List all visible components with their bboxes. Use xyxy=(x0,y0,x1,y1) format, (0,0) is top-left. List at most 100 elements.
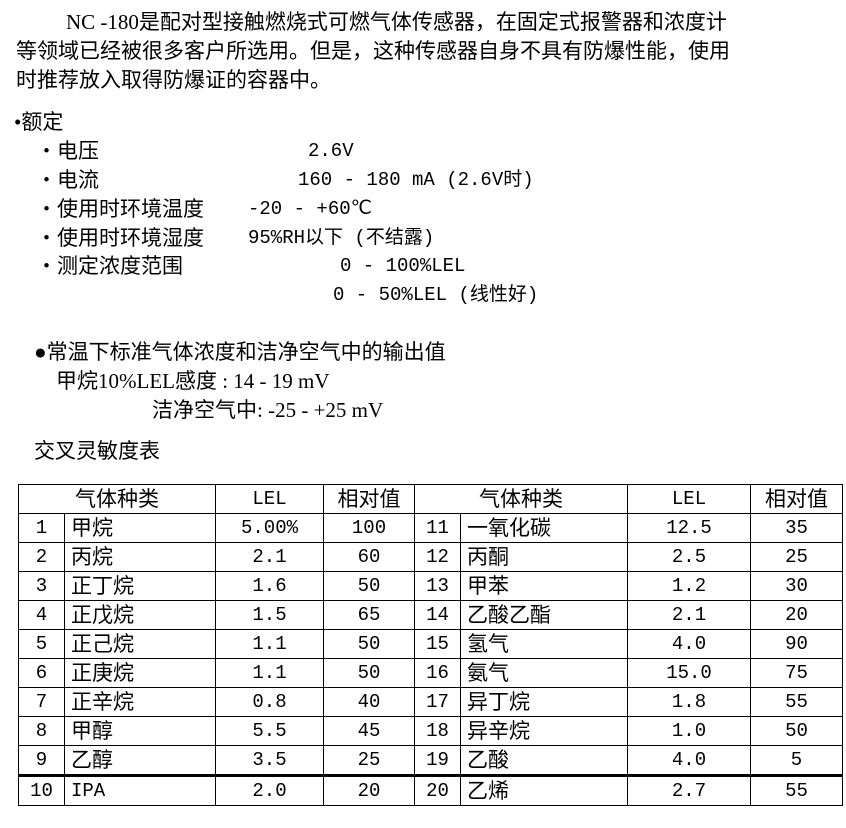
rating-value: 2.6V xyxy=(308,140,354,162)
relative-value: 90 xyxy=(750,629,843,659)
row-number: 13 xyxy=(414,571,461,601)
gas-name: 乙酸乙酯 xyxy=(460,600,628,630)
gas-name: 甲醇 xyxy=(64,716,216,746)
row-number: 20 xyxy=(414,774,461,806)
rating-label: ・测定浓度范围 xyxy=(36,254,183,278)
relative-value: 40 xyxy=(323,687,415,717)
gas-name: 氨气 xyxy=(460,658,628,688)
gas-name: 异辛烷 xyxy=(460,716,628,746)
rating-value: 0 - 100%LEL xyxy=(340,255,466,277)
column-header: 气体种类 xyxy=(18,484,216,514)
relative-value: 50 xyxy=(323,658,415,688)
lel-value: 4.0 xyxy=(627,745,751,776)
ratings-heading: •额定 xyxy=(14,110,64,134)
table-row: 8 甲醇 5.5 45 18 异辛烷 1.0 50 xyxy=(18,716,843,746)
gas-name: 丙酮 xyxy=(460,542,628,572)
relative-value: 50 xyxy=(323,571,415,601)
lel-value: 2.1 xyxy=(627,600,751,630)
table-title: 交叉灵敏度表 xyxy=(34,439,160,463)
relative-value: 100 xyxy=(323,513,415,543)
table-header-row: 气体种类 LEL 相对值 气体种类 LEL 相对值 xyxy=(18,484,843,514)
cross-sensitivity-table: 气体种类 LEL 相对值 气体种类 LEL 相对值 1 甲烷 5.00% 100 11 一氧化碳 12.… xyxy=(18,484,843,806)
lel-value: 5.5 xyxy=(215,716,324,746)
relative-value: 50 xyxy=(750,716,843,746)
row-number: 5 xyxy=(18,629,65,659)
row-number: 10 xyxy=(18,774,65,806)
relative-value: 20 xyxy=(323,774,415,806)
lel-value: 1.6 xyxy=(215,571,324,601)
row-number: 8 xyxy=(18,716,65,746)
lel-value: 4.0 xyxy=(627,629,751,659)
relative-value: 25 xyxy=(750,542,843,572)
lel-value: 2.0 xyxy=(215,774,324,806)
relative-value: 60 xyxy=(323,542,415,572)
gas-name: 正戊烷 xyxy=(64,600,216,630)
rating-value: 0 - 50%LEL (线性好) xyxy=(333,284,539,306)
lel-value: 1.2 xyxy=(627,571,751,601)
gas-name: 丙烷 xyxy=(64,542,216,572)
gas-name: 正庚烷 xyxy=(64,658,216,688)
table-row: 6 正庚烷 1.1 50 16 氨气 15.0 75 xyxy=(18,658,843,688)
gas-name: 甲苯 xyxy=(460,571,628,601)
intro-line-2: 等领域已经被很多客户所选用。但是，这种传感器自身不具有防爆性能，使用 xyxy=(16,39,730,63)
table-row: 1 甲烷 5.00% 100 11 一氧化碳 12.5 35 xyxy=(18,513,843,543)
gas-name: 乙酸 xyxy=(460,745,628,776)
table-row: 7 正辛烷 0.8 40 17 异丁烷 1.8 55 xyxy=(18,687,843,717)
rating-label: ・使用时环境温度 xyxy=(36,197,204,221)
gas-name: 异丁烷 xyxy=(460,687,628,717)
row-number: 4 xyxy=(18,600,65,630)
relative-value: 50 xyxy=(323,629,415,659)
intro-line-1: NC -180是配对型接触燃烧式可燃气体传感器，在固定式报警器和浓度计 xyxy=(66,10,727,34)
row-number: 18 xyxy=(414,716,461,746)
lel-value: 1.5 xyxy=(215,600,324,630)
relative-value: 55 xyxy=(750,774,843,806)
rating-value: -20 - +60℃ xyxy=(248,198,372,220)
lel-value: 1.1 xyxy=(215,629,324,659)
column-header: 相对值 xyxy=(750,484,843,514)
row-number: 11 xyxy=(414,513,461,543)
lel-value: 0.8 xyxy=(215,687,324,717)
clean-air-output: 洁净空气中: -25 - +25 mV xyxy=(152,398,384,422)
rating-label: ・使用时环境湿度 xyxy=(36,226,204,250)
table-row: 4 正戊烷 1.5 65 14 乙酸乙酯 2.1 20 xyxy=(18,600,843,630)
gas-name: 乙醇 xyxy=(64,745,216,776)
column-header: LEL xyxy=(215,484,324,514)
lel-value: 1.0 xyxy=(627,716,751,746)
relative-value: 55 xyxy=(750,687,843,717)
table-row: 9 乙醇 3.5 25 19 乙酸 4.0 5 xyxy=(18,745,843,776)
table-row: 3 正丁烷 1.6 50 13 甲苯 1.2 30 xyxy=(18,571,843,601)
relative-value: 35 xyxy=(750,513,843,543)
row-number: 15 xyxy=(414,629,461,659)
column-header: LEL xyxy=(627,484,751,514)
gas-name: 甲烷 xyxy=(64,513,216,543)
relative-value: 30 xyxy=(750,571,843,601)
row-number: 9 xyxy=(18,745,65,776)
methane-sensitivity: 甲烷10%LEL感度 : 14 - 19 mV xyxy=(56,369,330,393)
gas-name: 一氧化碳 xyxy=(460,513,628,543)
output-heading: ●常温下标准气体浓度和洁净空气中的输出值 xyxy=(34,340,446,364)
gas-name: 氢气 xyxy=(460,629,628,659)
row-number: 3 xyxy=(18,571,65,601)
lel-value: 1.1 xyxy=(215,658,324,688)
table-row: 2 丙烷 2.1 60 12 丙酮 2.5 25 xyxy=(18,542,843,572)
table-row: 10 IPA 2.0 20 20 乙烯 2.7 55 xyxy=(18,774,843,806)
row-number: 17 xyxy=(414,687,461,717)
gas-name: 正辛烷 xyxy=(64,687,216,717)
relative-value: 5 xyxy=(750,745,843,776)
row-number: 2 xyxy=(18,542,65,572)
row-number: 12 xyxy=(414,542,461,572)
rating-value: 160 - 180 mA (2.6V时) xyxy=(298,169,534,191)
row-number: 16 xyxy=(414,658,461,688)
column-header: 气体种类 xyxy=(414,484,628,514)
rating-value: 95%RH以下 (不结露) xyxy=(248,227,435,249)
rating-label: ・电流 xyxy=(36,168,99,192)
row-number: 19 xyxy=(414,745,461,776)
gas-name: 乙烯 xyxy=(460,774,628,806)
column-header: 相对值 xyxy=(323,484,415,514)
relative-value: 75 xyxy=(750,658,843,688)
table-row: 5 正己烷 1.1 50 15 氢气 4.0 90 xyxy=(18,629,843,659)
lel-value: 2.1 xyxy=(215,542,324,572)
relative-value: 20 xyxy=(750,600,843,630)
intro-line-3: 时推荐放入取得防爆证的容器中。 xyxy=(16,68,331,92)
relative-value: 65 xyxy=(323,600,415,630)
